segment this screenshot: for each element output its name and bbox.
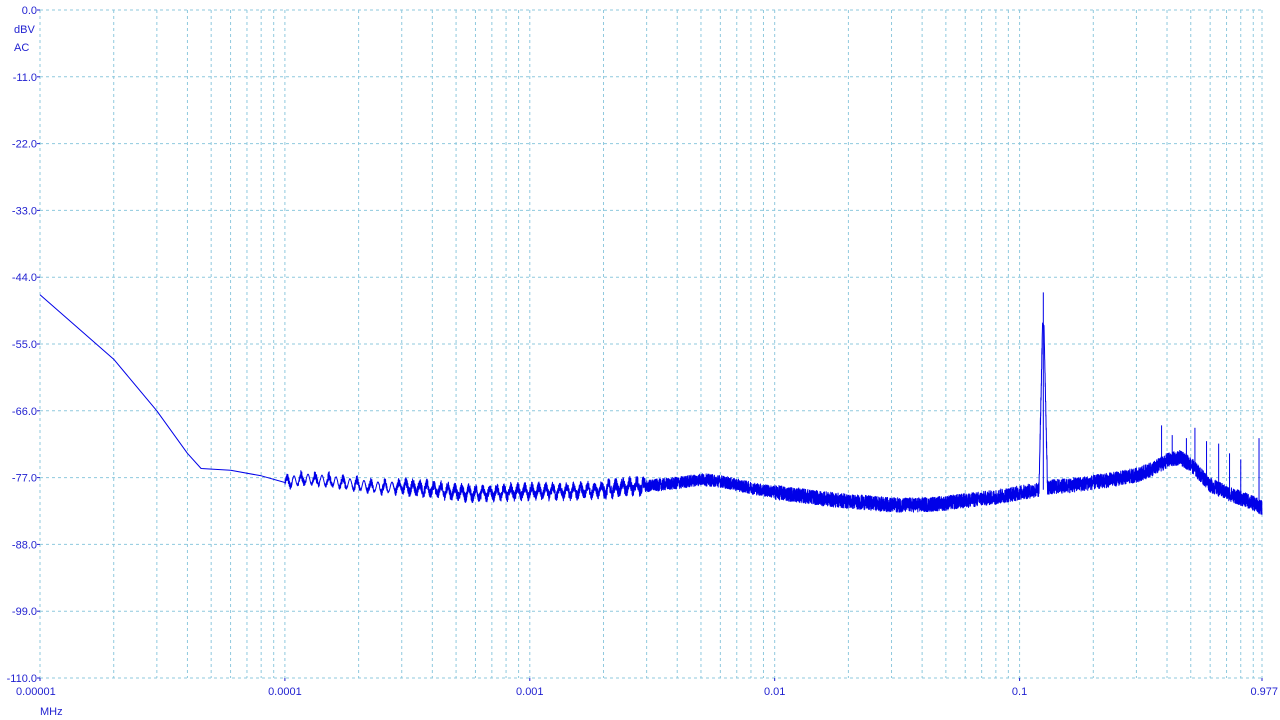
y-coupling-label: AC	[14, 42, 29, 54]
y-tick-label: 0.0	[22, 5, 37, 17]
y-tick-label: -55.0	[12, 339, 37, 351]
y-tick-label: -99.0	[12, 606, 37, 618]
x-tick-label: 0.1	[1012, 686, 1027, 698]
y-tick-label: -22.0	[12, 139, 37, 151]
x-axis-ticks: 0.00001 0.0001 0.001 0.01 0.1 0.977	[16, 678, 1278, 698]
y-tick-label: -44.0	[12, 272, 37, 284]
y-tick-label: -110.0	[7, 673, 37, 685]
plot-grid	[39, 9, 1263, 679]
y-tick-label: -77.0	[12, 473, 37, 485]
x-tick-label: 0.977	[1250, 686, 1278, 698]
y-tick-label: -66.0	[12, 406, 37, 418]
y-unit-label: dBV	[14, 24, 35, 36]
x-unit-label: MHz	[40, 706, 63, 718]
x-tick-label: 0.01	[764, 686, 785, 698]
spectrum-trace	[39, 294, 1263, 516]
y-tick-label: -33.0	[12, 205, 37, 217]
x-tick-label: 0.00001	[16, 686, 56, 698]
y-tick-label: -88.0	[12, 539, 37, 551]
y-tick-label: -11.0	[13, 72, 37, 84]
y-axis-ticks: 0.0 -11.0 -22.0 -33.0 -44.0 -55.0 -66.0 -77.0 -8…	[7, 5, 40, 685]
spectrum-trace-group	[39, 292, 1263, 516]
x-tick-label: 0.0001	[268, 686, 302, 698]
x-tick-label: 0.001	[516, 686, 544, 698]
